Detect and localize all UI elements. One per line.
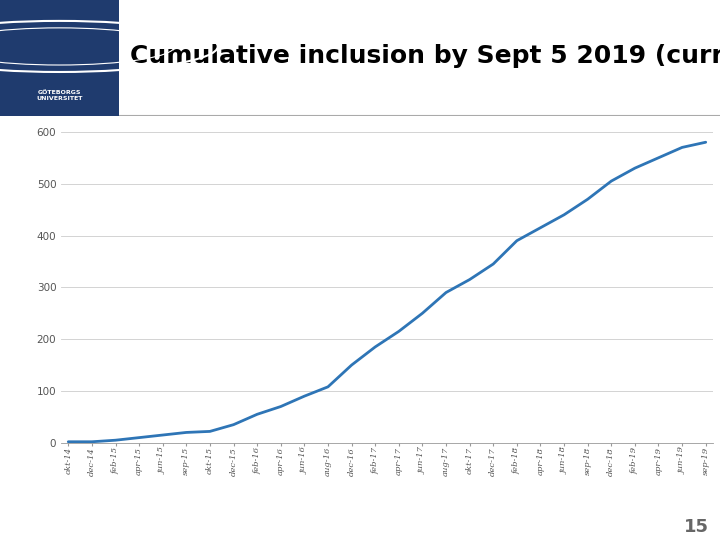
Bar <box>0 0 119 116</box>
Text: 15: 15 <box>684 518 709 536</box>
Text: Cumulative inclusion by Sept 5 2019 (current # 589: Cumulative inclusion by Sept 5 2019 (cur… <box>130 44 720 68</box>
Text: GÖTEBORGS
UNIVERSITET: GÖTEBORGS UNIVERSITET <box>36 90 83 100</box>
